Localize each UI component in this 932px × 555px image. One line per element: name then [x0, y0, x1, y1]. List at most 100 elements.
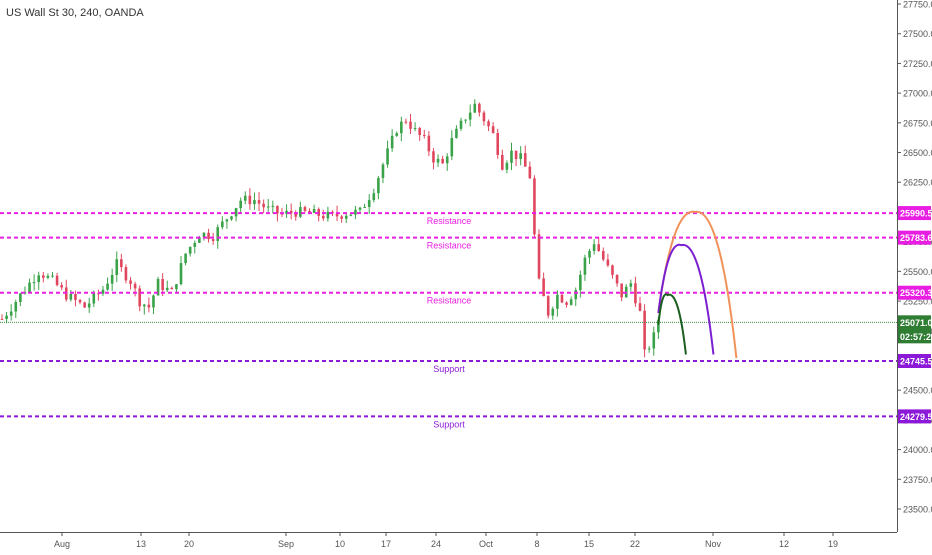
candle-body	[289, 210, 293, 214]
candle-body	[60, 285, 63, 288]
candle-body	[496, 132, 500, 155]
candle-body	[491, 126, 495, 133]
level-label: Support	[433, 364, 465, 374]
candle-body	[556, 294, 559, 309]
x-tick-label: 24	[431, 539, 441, 549]
x-tick-label: 15	[584, 539, 594, 549]
candle-body	[87, 303, 91, 308]
candle-body	[574, 290, 578, 300]
candle-body	[312, 209, 316, 213]
candle-body	[583, 257, 587, 275]
candle-body	[363, 206, 366, 208]
candle-body	[0, 318, 4, 320]
candle-body	[239, 200, 242, 209]
x-tick-label: 17	[381, 539, 391, 549]
candle-body	[161, 278, 164, 291]
level-tag-value: 25783.6	[900, 233, 932, 243]
candle-body	[83, 302, 86, 308]
candle-body	[106, 283, 109, 290]
candle-body	[184, 253, 187, 264]
candle-body	[335, 213, 339, 217]
candle-body	[322, 215, 325, 219]
candle-body	[537, 234, 541, 279]
candle-body	[478, 103, 481, 113]
candle-body	[652, 332, 656, 349]
candle-body	[638, 303, 642, 311]
y-tick-label: 24000.0	[903, 445, 932, 455]
candle-body	[514, 150, 518, 160]
candle-body	[409, 121, 412, 129]
candle-body	[418, 128, 421, 135]
y-tick-label: 26750.0	[903, 118, 932, 128]
candle-body	[432, 151, 435, 163]
candle-body	[243, 195, 247, 201]
x-tick-label: 10	[335, 539, 345, 549]
candle-body	[592, 244, 596, 251]
candle-body	[482, 112, 486, 122]
candle-body	[546, 296, 550, 316]
candle-body	[349, 214, 353, 216]
candle-body	[120, 259, 123, 268]
candle-body	[647, 348, 651, 350]
candle-body	[179, 263, 183, 285]
level-tag	[898, 230, 931, 245]
candle-body	[9, 311, 13, 316]
candle-body	[5, 315, 8, 319]
candle-body	[152, 295, 155, 308]
y-tick-label: 26250.0	[903, 178, 932, 188]
projection-arc[interactable]	[657, 293, 687, 355]
candle-body	[551, 308, 555, 316]
candle-body	[303, 207, 307, 211]
candle-body	[51, 275, 54, 277]
candle-body	[124, 267, 128, 281]
countdown-value: 02:57:24	[900, 332, 932, 342]
candle-body	[147, 304, 151, 308]
projection-arc[interactable]	[657, 243, 715, 355]
candle-body	[142, 304, 146, 307]
candle-body	[92, 293, 96, 304]
candle-body	[569, 299, 573, 305]
candle-body	[198, 237, 201, 243]
candle-body	[211, 239, 215, 241]
candle-body	[97, 293, 100, 295]
candle-body	[262, 203, 265, 208]
candle-body	[386, 148, 389, 165]
level-label: Resistance	[427, 216, 472, 226]
candle-body	[115, 259, 119, 275]
projection-arc[interactable]	[657, 210, 738, 359]
candle-body	[441, 158, 444, 164]
candle-body	[436, 158, 440, 163]
candle-body	[615, 274, 619, 284]
candle-body	[358, 207, 362, 210]
candle-body	[400, 121, 403, 134]
y-tick-label: 23500.0	[903, 505, 932, 515]
candle-body	[129, 280, 132, 284]
candle-body	[285, 210, 288, 214]
candle-body	[37, 275, 41, 283]
level-tag	[898, 285, 931, 300]
candle-body	[404, 121, 408, 123]
candle-body	[156, 278, 160, 296]
x-tick-label: 19	[828, 539, 838, 549]
level-tag	[898, 206, 931, 221]
x-tick-label: 8	[534, 539, 539, 549]
level-tag-value: 25320.3	[900, 288, 932, 298]
candle-body	[175, 284, 178, 290]
last-price-tag	[898, 315, 931, 344]
chart-title: US Wall St 30, 240, OANDA	[6, 7, 144, 19]
candle-body	[390, 135, 394, 149]
candle-body	[395, 133, 399, 136]
candles	[0, 99, 660, 358]
candle-body	[138, 288, 141, 307]
level-tag	[898, 409, 931, 424]
candle-body	[643, 310, 646, 350]
candle-body	[133, 283, 137, 289]
candle-body	[381, 164, 385, 178]
candle-body	[110, 274, 114, 284]
y-tick-label: 27750.0	[903, 0, 932, 10]
candle-body	[221, 221, 224, 228]
candle-body	[367, 200, 371, 207]
y-tick-label: 27000.0	[903, 89, 932, 99]
